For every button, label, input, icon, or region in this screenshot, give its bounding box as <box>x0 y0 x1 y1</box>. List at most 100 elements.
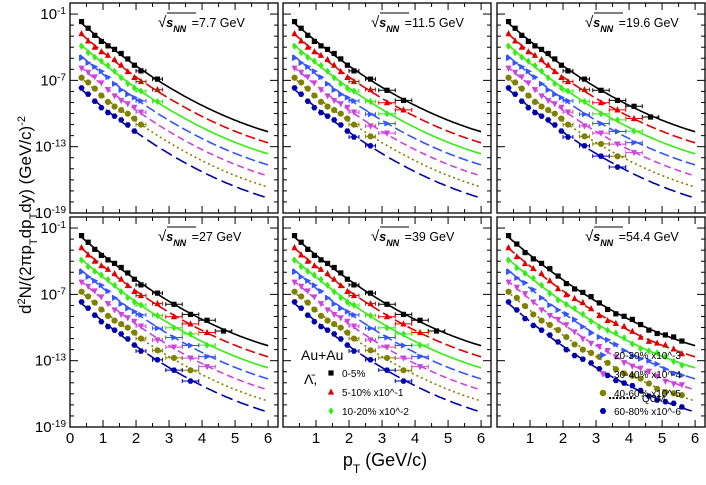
x-tick-label: 3 <box>592 430 600 447</box>
marker-square <box>311 38 317 45</box>
marker-triangle-down <box>551 101 558 108</box>
marker-hexagon <box>564 134 572 140</box>
marker-square <box>530 256 536 262</box>
marker-diamond <box>679 361 685 369</box>
marker-triangle-up <box>579 298 586 306</box>
marker-square <box>671 334 677 340</box>
model-curve <box>292 76 482 188</box>
marker-triangle-up <box>104 51 112 58</box>
panel-frame <box>69 2 279 214</box>
marker-diamond <box>85 263 91 271</box>
marker-triangle-up <box>327 388 335 395</box>
marker-hexagon <box>317 323 325 330</box>
marker-square <box>305 246 311 252</box>
marker-diamond <box>131 298 137 306</box>
marker-triangle-right <box>171 334 178 341</box>
marker-triangle-right <box>613 341 620 348</box>
marker-hexagon <box>670 400 677 407</box>
marker-diamond <box>514 264 520 272</box>
marker-diamond <box>631 127 637 135</box>
marker-square <box>662 332 668 338</box>
model-curve <box>79 43 269 155</box>
marker-square <box>98 38 104 45</box>
marker-triangle-down <box>571 329 578 336</box>
marker-triangle-down <box>629 363 636 370</box>
marker-triangle-down <box>124 315 131 322</box>
marker-square <box>154 290 161 296</box>
marker-triangle-right <box>324 80 332 87</box>
marker-circle <box>85 79 92 86</box>
marker-triangle-right <box>512 59 519 66</box>
marker-triangle-right <box>338 305 345 312</box>
marker-triangle-up <box>304 257 311 264</box>
marker-triangle-up <box>596 311 603 319</box>
marker-triangle-down <box>531 87 539 94</box>
marker-triangle-right <box>85 273 92 280</box>
marker-circle <box>400 367 407 374</box>
marker-triangle-down <box>298 69 305 76</box>
model-curve <box>79 87 269 199</box>
marker-square <box>367 76 374 82</box>
marker-triangle-up <box>78 30 85 37</box>
marker-triangle-right <box>351 97 358 105</box>
marker-triangle-down <box>581 123 588 130</box>
marker-triangle-right <box>111 80 119 87</box>
marker-triangle-up <box>131 287 138 294</box>
marker-hexagon <box>505 299 512 305</box>
marker-diamond <box>291 256 298 264</box>
x-tick-label: 4 <box>198 430 206 447</box>
marker-triangle-down <box>203 364 211 371</box>
marker-triangle-up <box>311 48 318 55</box>
x-tick-label: 5 <box>444 430 452 447</box>
marker-triangle-down <box>131 318 138 325</box>
marker-hexagon <box>558 128 565 134</box>
marker-diamond <box>605 326 611 334</box>
marker-hexagon <box>614 164 621 170</box>
marker-hexagon <box>131 128 138 134</box>
marker-circle <box>344 329 351 336</box>
y-tick-label: 10-13 <box>35 352 67 370</box>
marker-triangle-down <box>304 74 311 81</box>
marker-diamond <box>351 301 357 309</box>
marker-hexagon <box>344 128 351 134</box>
marker-diamond <box>512 49 518 57</box>
marker-circle <box>91 299 98 306</box>
marker-triangle-down <box>662 378 669 385</box>
marker-circle <box>599 389 607 397</box>
marker-square <box>318 257 324 263</box>
y-tick-label: 10-19 <box>35 205 67 223</box>
marker-hexagon <box>344 342 351 348</box>
marker-triangle-right <box>138 311 145 319</box>
marker-triangle-down <box>85 283 92 290</box>
marker-square <box>545 50 551 57</box>
marker-hexagon <box>137 348 145 354</box>
marker-circle <box>78 74 85 81</box>
marker-circle <box>311 306 318 313</box>
marker-diamond <box>525 57 531 65</box>
marker-circle <box>597 140 605 148</box>
marker-circle <box>104 98 112 105</box>
marker-diamond <box>671 357 677 366</box>
panel-5: 1 2 3 4 5 6 √sNN =39 GeV <box>282 216 492 447</box>
marker-triangle-up <box>317 265 325 272</box>
marker-square <box>78 18 85 25</box>
marker-triangle-right <box>291 268 299 276</box>
marker-diamond <box>331 288 337 296</box>
marker-triangle-right <box>580 323 587 330</box>
model-curve <box>79 76 269 188</box>
marker-triangle-down <box>599 371 607 378</box>
marker-hexagon <box>170 367 178 373</box>
marker-diamond <box>344 84 350 92</box>
marker-hexagon <box>538 113 545 119</box>
marker-square <box>92 32 98 38</box>
marker-circle <box>331 106 338 114</box>
marker-triangle-down <box>637 365 644 372</box>
model-curve <box>506 279 696 391</box>
marker-triangle-down <box>505 65 512 72</box>
marker-square <box>514 241 520 247</box>
marker-circle <box>545 106 552 114</box>
marker-hexagon <box>337 122 344 128</box>
marker-hexagon <box>118 117 125 123</box>
marker-hexagon <box>311 319 318 325</box>
marker-triangle-right <box>92 277 99 284</box>
